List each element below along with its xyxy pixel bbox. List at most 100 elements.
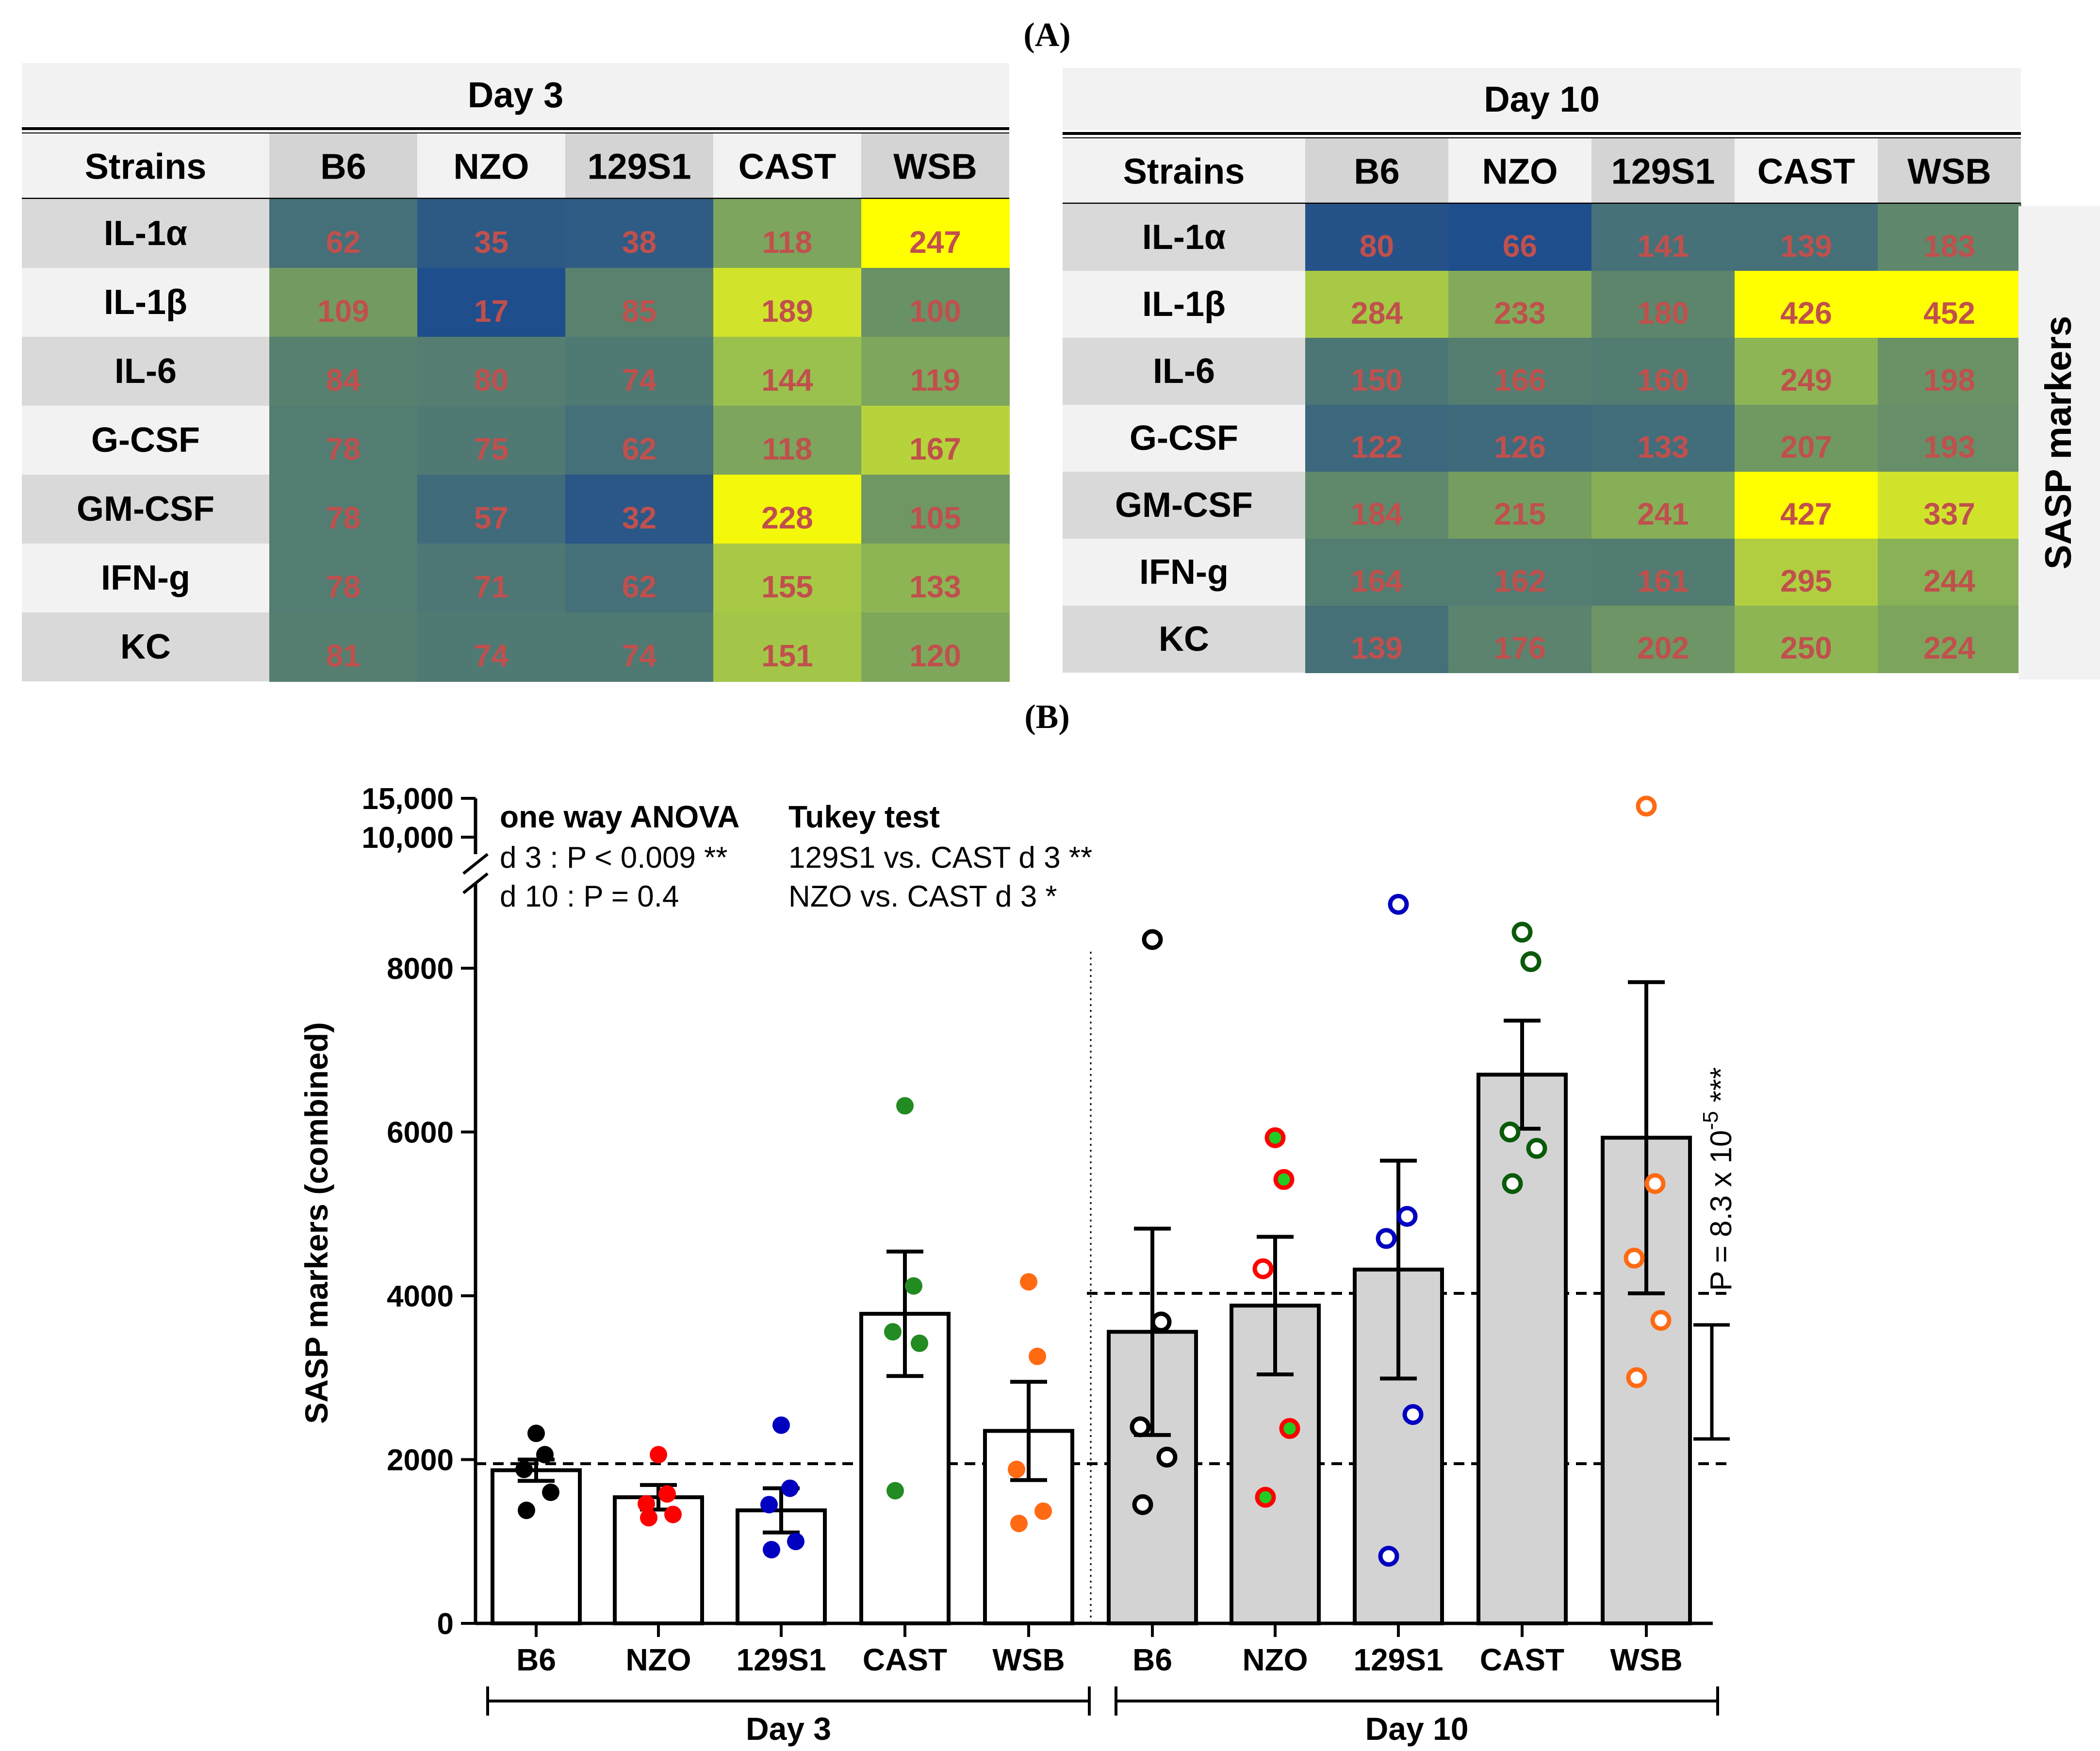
data-point: [640, 1509, 657, 1527]
cell-value: 81: [326, 638, 361, 673]
heatmap-cell: [1591, 271, 1735, 338]
heatmap-cell: [1591, 405, 1735, 472]
heatmap-cell: [1448, 606, 1592, 673]
data-point: [1644, 1173, 1666, 1194]
heatmap-cell: [1448, 204, 1592, 271]
marker-label: G-CSF: [1130, 419, 1238, 458]
column-header-b6: B6: [1354, 151, 1400, 192]
heatmap-cell: [713, 406, 862, 475]
cell-value: 38: [622, 225, 656, 260]
marker-cell-background: [22, 337, 269, 406]
cell-value: 202: [1637, 630, 1689, 665]
heatmap-cell: [565, 268, 714, 337]
cell-value: 452: [1923, 296, 1975, 330]
cell-value: 118: [762, 225, 812, 260]
heatmap-cell: [269, 406, 418, 475]
marker-cell-background: [22, 475, 269, 544]
bar-chart: 0 2000 4000 6000 8000 10,000 15,000 SASP marker…: [298, 782, 1738, 1747]
table-title: Day 10: [1484, 79, 1600, 119]
cell-value: 100: [909, 294, 961, 329]
marker-cell-background: [22, 544, 269, 612]
tukey-comparison-2: NZO vs. CAST d 3 *: [788, 880, 1057, 913]
column-header-nzo: NZO: [453, 147, 529, 187]
x-tick-label: 129S1: [1353, 1642, 1443, 1677]
data-point: [1029, 1347, 1046, 1365]
heatmap-cell: [713, 475, 862, 544]
column-header-wsb: WSB: [1907, 151, 1991, 192]
data-point: [1142, 929, 1163, 950]
heatmap-table-day-10: Day 10 Strains B6 NZO 129S1 CAST WSB IL-1α 80 66 1…: [1063, 68, 2021, 673]
group-label: Day 10: [1365, 1711, 1469, 1747]
data-point: [1526, 1138, 1547, 1159]
heatmap-cell: [1305, 405, 1449, 472]
marker-cell-background: [22, 612, 269, 681]
cell-value: 161: [1637, 563, 1689, 598]
marker-label: GM-CSF: [1115, 486, 1253, 525]
column-header-129s1: 129S1: [588, 147, 691, 187]
data-point: [1252, 1258, 1274, 1279]
heatmap-table-day-3: Day 3 Strains B6 NZO 129S1 CAST WSB IL-1α 62 35 38…: [22, 63, 1010, 682]
cell-value: 250: [1780, 630, 1832, 665]
cell-value: 247: [909, 225, 961, 260]
heatmap-cell: [269, 475, 418, 544]
cell-value: 105: [909, 500, 961, 535]
data-point: [1020, 1273, 1037, 1291]
cell-value: 62: [622, 569, 656, 604]
marker-label: G-CSF: [91, 421, 200, 460]
cell-value: 426: [1780, 296, 1832, 330]
heatmap-cell: [1591, 539, 1735, 606]
marker-cell-background: [1063, 606, 1305, 673]
heatmap-cell: [1878, 405, 2021, 472]
cell-value: 144: [761, 363, 813, 397]
marker-label: IL-1α: [1142, 218, 1226, 257]
heatmap-cell: [565, 406, 714, 475]
y-tick-label: 10,000: [361, 821, 454, 855]
axis-break-mark: [462, 853, 489, 875]
data-point: [650, 1446, 667, 1464]
data-point: [1511, 922, 1533, 943]
cell-value: 74: [622, 638, 657, 673]
cell-value: 118: [762, 431, 812, 466]
y-tick-label: 8000: [387, 952, 454, 986]
header-cell-background: [1878, 138, 2021, 204]
cell-value: 133: [909, 569, 961, 604]
heatmap-cell: [417, 337, 566, 406]
heatmap-cell: [269, 612, 418, 682]
heatmap-cell: [1878, 271, 2021, 338]
marker-cell-background: [22, 268, 269, 337]
heatmap-cell: [1878, 338, 2021, 405]
header-cell-background: [1448, 138, 1591, 204]
bar-b6-day3: [491, 1468, 582, 1625]
cell-value: 109: [317, 294, 369, 329]
data-point: [527, 1424, 545, 1442]
cell-value: 207: [1780, 429, 1832, 464]
data-point: [787, 1533, 804, 1551]
side-label-background: [2018, 206, 2100, 679]
cell-value: 295: [1780, 563, 1832, 598]
cell-value: 66: [1503, 229, 1537, 264]
data-point: [911, 1334, 928, 1352]
heatmap-cell: [1591, 204, 1735, 271]
cell-value: 78: [326, 431, 361, 466]
heatmap-cell: [1591, 606, 1735, 673]
data-point: [760, 1496, 778, 1514]
x-tick-label: B6: [516, 1642, 556, 1677]
bar-nzo-day3: [613, 1495, 704, 1625]
data-point: [1376, 1228, 1397, 1249]
marker-cell-background: [1063, 539, 1305, 606]
data-point: [886, 1482, 904, 1500]
cell-value: 151: [761, 638, 813, 673]
data-point: [1130, 1416, 1151, 1437]
cell-value: 224: [1923, 630, 1975, 665]
heatmap-cell: [1878, 204, 2021, 271]
data-point: [515, 1460, 533, 1478]
data-point: [1520, 951, 1542, 972]
marker-label: IL-1β: [104, 283, 187, 322]
heatmap-cell: [417, 268, 566, 337]
cell-value: 183: [1923, 229, 1975, 264]
heatmap-cell: [1448, 472, 1592, 539]
data-point: [1626, 1367, 1647, 1388]
cell-value: 122: [1351, 429, 1403, 464]
data-point: [884, 1323, 902, 1341]
